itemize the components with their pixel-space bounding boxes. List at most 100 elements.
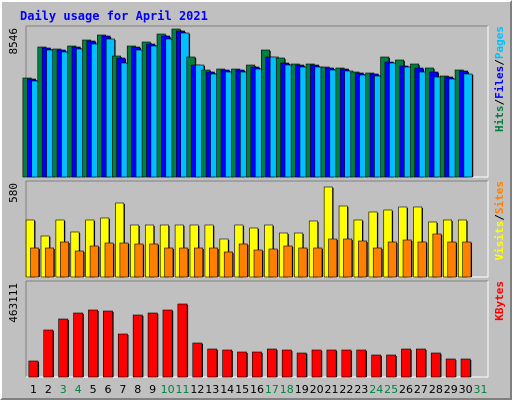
bar-kbytes-day-undefined [341, 349, 352, 378]
bar-sites-day-undefined [283, 245, 293, 278]
panel-1 [22, 25, 489, 178]
legend-separator: / [493, 214, 506, 221]
x-tick-label: 8 [134, 383, 141, 396]
bar-kbytes-day-undefined [326, 349, 337, 378]
bar-sites-day-undefined [387, 241, 397, 278]
bar-pages-day-30 [463, 73, 473, 178]
bar-sites-day-undefined [238, 243, 248, 278]
x-tick-label: 6 [104, 383, 111, 396]
x-tick-label: 13 [205, 383, 219, 396]
bar-kbytes-day-undefined [416, 348, 426, 378]
y-max-label: 463111 [7, 283, 20, 323]
bar-sites-day-undefined [298, 247, 308, 278]
x-tick-label: 4 [75, 383, 82, 396]
bar-sites-day-undefined [313, 247, 323, 278]
bar-sites-day-undefined [447, 241, 457, 278]
legend-item-sites: Sites [493, 181, 506, 214]
bar-kbytes-day-undefined [222, 349, 233, 378]
bar-sites-day-undefined [253, 249, 263, 278]
bar-sites-day-undefined [194, 247, 204, 278]
bar-kbytes-day-undefined [117, 333, 128, 378]
bar-kbytes-day-undefined [162, 309, 173, 378]
bar-kbytes-day-undefined [43, 329, 54, 378]
x-tick-label: 22 [339, 383, 353, 396]
bar-kbytes-day-undefined [356, 349, 367, 378]
legend-item-kbytes: KBytes [493, 281, 506, 321]
bar-sites-day-undefined [119, 242, 129, 278]
x-tick-label: 18 [280, 383, 294, 396]
bar-sites-day-undefined [74, 250, 84, 278]
x-tick-label: 1 [30, 383, 37, 396]
legend-separator: / [493, 59, 506, 66]
bar-sites-day-undefined [149, 243, 159, 278]
bar-sites-day-undefined [328, 238, 338, 278]
bar-sites-day-undefined [104, 242, 114, 278]
bar-kbytes-day-undefined [177, 303, 188, 378]
bar-sites-day-undefined [179, 247, 189, 278]
x-tick-label: 25 [384, 383, 398, 396]
bar-kbytes-day-undefined [266, 348, 277, 378]
bar-kbytes-day-undefined [88, 309, 98, 378]
bar-kbytes-day-undefined [73, 312, 84, 378]
bar-kbytes-day-undefined [460, 358, 471, 378]
bar-sites-day-undefined [30, 247, 40, 278]
bar-sites-day-undefined [164, 247, 174, 278]
x-tick-label: 10 [161, 383, 175, 396]
x-tick-label: 12 [190, 383, 204, 396]
x-tick-label: 3 [60, 383, 67, 396]
bar-sites-day-undefined [45, 247, 55, 278]
legend-item-hits: Hits [493, 106, 506, 133]
x-tick-label: 31 [474, 383, 488, 396]
bar-sites-day-undefined [358, 240, 367, 278]
bar-kbytes-day-undefined [237, 351, 248, 378]
x-tick-label: 9 [149, 383, 156, 396]
bar-sites-day-undefined [268, 248, 278, 278]
bar-sites-day-undefined [343, 238, 353, 278]
bar-kbytes-day-undefined [401, 348, 411, 378]
bar-sites-day-undefined [223, 251, 233, 278]
x-tick-label: 28 [429, 383, 443, 396]
legend: Hits/Files/Pages [493, 26, 506, 132]
bar-kbytes-day-undefined [445, 358, 456, 378]
legend: Visits/Sites [493, 181, 506, 261]
x-tick-label: 27 [414, 383, 428, 396]
bar-sites-day-undefined [402, 239, 412, 278]
bar-sites-day-undefined [462, 241, 472, 278]
panel-2 [25, 180, 489, 278]
bar-kbytes-day-undefined [103, 310, 113, 378]
bar-sites-day-undefined [432, 233, 442, 278]
bar-kbytes-day-undefined [252, 351, 262, 378]
bar-sites-day-undefined [89, 245, 99, 278]
x-tick-label: 11 [175, 383, 189, 396]
x-tick-label: 16 [250, 383, 264, 396]
legend-item-visits: Visits [493, 221, 506, 261]
y-max-label: 8546 [7, 28, 20, 55]
bar-kbytes-day-undefined [430, 352, 441, 378]
x-tick-label: 17 [265, 383, 279, 396]
bar-kbytes-day-undefined [132, 314, 143, 378]
x-tick-label: 21 [325, 383, 339, 396]
x-tick-label: 30 [459, 383, 473, 396]
panel-3 [25, 280, 489, 378]
bar-kbytes-day-undefined [296, 352, 307, 378]
x-tick-label: 26 [399, 383, 413, 396]
bar-sites-day-undefined [134, 243, 144, 278]
bar-kbytes-day-undefined [147, 312, 158, 378]
x-tick-label: 24 [369, 383, 383, 396]
x-tick-label: 15 [235, 383, 249, 396]
bar-sites-day-undefined [372, 247, 382, 278]
legend: KBytes [493, 281, 506, 321]
bar-kbytes-day-undefined [192, 342, 203, 378]
x-tick-label: 19 [295, 383, 309, 396]
x-tick-label: 7 [119, 383, 126, 396]
bar-kbytes-day-undefined [371, 354, 382, 378]
bar-kbytes-day-undefined [28, 360, 39, 378]
bar-sites-day-undefined [59, 241, 69, 278]
bar-kbytes-day-undefined [207, 348, 218, 378]
x-tick-label: 2 [45, 383, 52, 396]
legend-item-files: Files [493, 66, 506, 99]
bar-sites-day-undefined [417, 241, 427, 278]
x-tick-label: 5 [90, 383, 97, 396]
x-tick-label: 14 [220, 383, 234, 396]
